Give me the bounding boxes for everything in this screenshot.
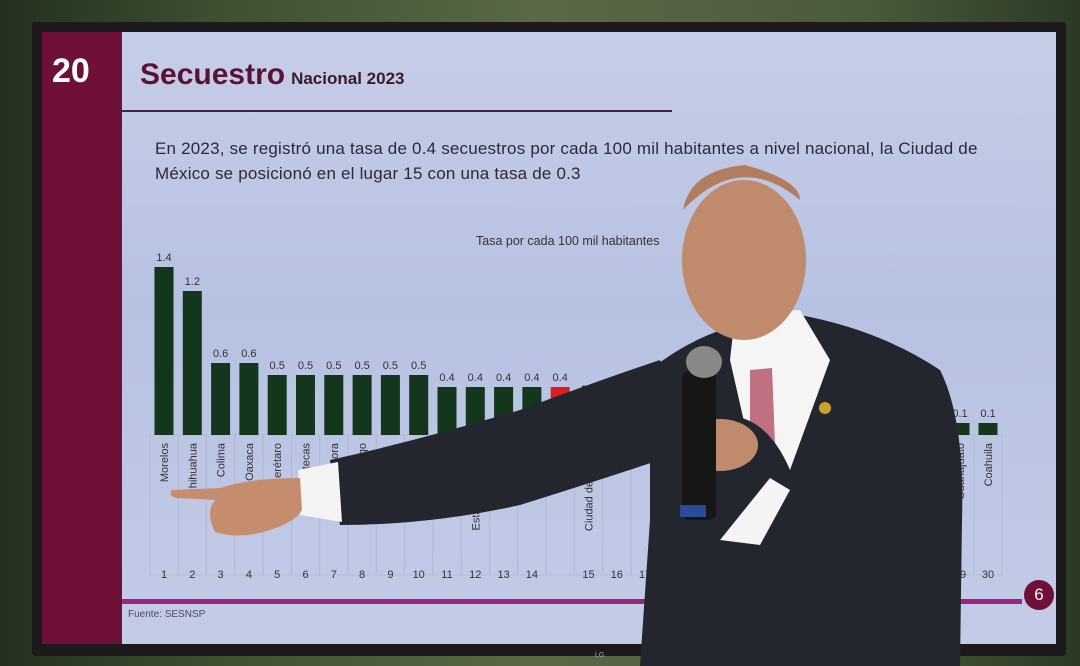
- rank-label: 8: [359, 569, 365, 581]
- rank-label: 13: [497, 569, 509, 581]
- rank-label: 2: [189, 569, 195, 581]
- bar-value-label: 0.5: [298, 360, 313, 372]
- title-main: Secuestro: [140, 58, 286, 91]
- bar-value-label: 0.4: [496, 372, 511, 384]
- rank-label: 30: [982, 569, 994, 581]
- logo: 20: [52, 52, 90, 90]
- bar-value-label: 0.5: [383, 360, 398, 372]
- bar: [437, 387, 457, 435]
- rank-label: 9: [387, 569, 393, 581]
- intro-text: En 2023, se registró una tasa de 0.4 sec…: [155, 139, 978, 183]
- bar: [978, 423, 998, 435]
- source-note: Fuente: SESNSP: [128, 609, 206, 620]
- bar: [182, 291, 202, 435]
- category-label: Chihuahua: [187, 442, 199, 496]
- rank-label: 16: [611, 569, 623, 581]
- bar-value-label: 0.1: [952, 408, 967, 420]
- bar-value-label: 1.2: [185, 276, 200, 288]
- rank-label: 15: [582, 569, 594, 581]
- bar-value-label: 0.4: [524, 372, 539, 384]
- page-number: 6: [1024, 580, 1054, 610]
- rank-label: 5: [274, 569, 280, 581]
- bar: [380, 375, 400, 435]
- bar: [211, 363, 231, 435]
- rank-label: 3: [218, 569, 224, 581]
- footer-band: [122, 599, 1022, 604]
- category-label: Coahuila: [983, 442, 995, 486]
- rank-label: 6: [302, 569, 308, 581]
- bar-value-label: 0.5: [411, 360, 426, 372]
- bar: [154, 267, 174, 435]
- bar-value-label: 0.6: [241, 348, 256, 360]
- bar: [409, 375, 429, 435]
- bar-value-label: 1.4: [156, 252, 171, 264]
- bar-value-label: 0.5: [270, 360, 285, 372]
- bar-value-label: 0.5: [354, 360, 369, 372]
- monitor-brand: LG: [595, 652, 605, 659]
- bar: [296, 375, 315, 435]
- bar-value-label: 0.5: [326, 360, 341, 372]
- rank-label: 12: [469, 569, 481, 581]
- slide-sidebar: 20: [42, 32, 122, 644]
- bar-value-label: 0.1: [980, 408, 995, 420]
- bar: [324, 375, 344, 435]
- bar-value-label: 0.4: [553, 372, 568, 384]
- microphone-icon: [682, 370, 716, 520]
- bar: [352, 375, 372, 435]
- category-label: Oaxaca: [244, 442, 256, 481]
- rank-label: 14: [526, 569, 538, 581]
- rank-label: 10: [413, 569, 425, 581]
- bar-value-label: 0.4: [468, 372, 483, 384]
- category-label: Morelos: [159, 443, 171, 483]
- rank-label: 4: [246, 569, 252, 581]
- bar-value-label: 0.6: [213, 348, 228, 360]
- rank-label: 11: [441, 569, 452, 581]
- bar: [267, 375, 287, 435]
- rank-label: 1: [161, 569, 167, 581]
- bar-value-label: 0.4: [439, 372, 454, 384]
- category-label: Colima: [216, 442, 228, 477]
- chart-title: Tasa por cada 100 mil habitantes: [476, 234, 660, 248]
- title-divider: [122, 110, 672, 112]
- rank-label: 7: [331, 569, 337, 581]
- slide-title: Secuestro Nacional 2023: [140, 58, 404, 92]
- title-sub: Nacional 2023: [291, 69, 405, 88]
- bar: [239, 363, 259, 435]
